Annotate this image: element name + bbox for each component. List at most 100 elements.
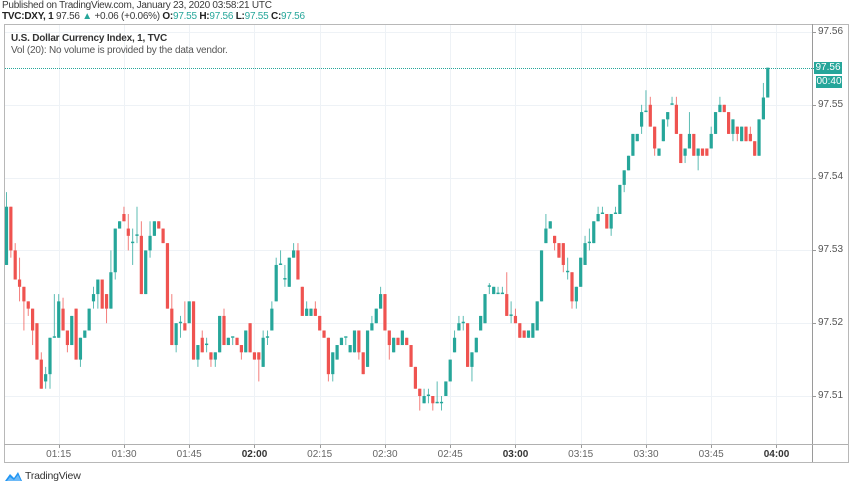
candle-up[interactable] [622,170,626,193]
candle-down[interactable] [222,308,226,346]
candle-down[interactable] [191,301,196,360]
candle-down[interactable] [692,133,696,156]
candle-up[interactable] [144,250,148,295]
candle-up[interactable] [448,359,452,382]
candle-up[interactable] [444,381,448,396]
candle-up[interactable] [731,119,735,142]
candle-up[interactable] [57,294,61,338]
candle-up[interactable] [287,257,291,287]
candle-down[interactable] [122,206,126,222]
candle-up[interactable] [531,323,535,338]
candle-down[interactable] [296,243,300,280]
candle-down[interactable] [561,243,565,273]
candle-up[interactable] [278,250,283,265]
candle-up[interactable] [657,148,661,156]
candle-up[interactable] [274,257,278,302]
candle-down[interactable] [22,286,26,331]
candle-up[interactable] [352,330,357,353]
candle-down[interactable] [387,330,391,360]
candle-down[interactable] [300,286,304,316]
candle-up[interactable] [370,315,374,331]
candle-down[interactable] [35,323,39,360]
candle-down[interactable] [744,126,748,142]
candle-up[interactable] [496,286,500,295]
candle-up[interactable] [492,286,496,295]
candle-up[interactable] [579,257,583,287]
candle-up[interactable] [174,323,178,353]
candle-down[interactable] [65,330,69,353]
candle-down[interactable] [383,294,387,331]
candle-down[interactable] [705,148,709,156]
candle-down[interactable] [126,214,130,251]
candle-down[interactable] [74,308,78,360]
candle-down[interactable] [570,272,574,309]
candle-up[interactable] [348,345,352,353]
candle-up[interactable] [600,206,605,214]
candle-down[interactable] [735,126,739,142]
candle-down[interactable] [161,228,165,244]
candle-down[interactable] [505,272,509,316]
candle-up[interactable] [205,337,209,353]
candle-up[interactable] [609,214,613,236]
candle-up[interactable] [309,308,313,316]
candle-down[interactable] [39,352,43,389]
candle-down[interactable] [727,112,731,134]
candle-up[interactable] [218,315,222,353]
candle-down[interactable] [170,294,174,346]
candle-down[interactable] [9,206,13,258]
candle-down[interactable] [61,297,65,331]
candle-up[interactable] [44,366,48,389]
candle-up[interactable] [135,206,139,244]
candle-up[interactable] [244,330,248,353]
candle-up[interactable] [113,228,117,280]
candle-down[interactable] [653,126,657,156]
candle-up[interactable] [196,345,200,367]
candle-down[interactable] [700,148,705,156]
candle-up[interactable] [261,330,265,367]
candle-down[interactable] [13,243,17,280]
candle-up[interactable] [713,112,718,134]
candle-up[interactable] [766,67,770,98]
candle-down[interactable] [431,396,435,411]
candle-down[interactable] [418,388,422,411]
candle-up[interactable] [457,315,461,331]
candle-down[interactable] [31,308,35,346]
candle-down[interactable] [513,308,518,324]
candle-down[interactable] [209,352,213,367]
candle-up[interactable] [178,315,183,338]
candle-up[interactable] [344,336,348,346]
candle-down[interactable] [200,330,204,353]
candle-down[interactable] [605,214,609,229]
candle-up[interactable] [470,352,474,382]
candle-up[interactable] [305,301,309,316]
candle-up[interactable] [661,119,665,142]
candle-up[interactable] [439,396,444,411]
candle-up[interactable] [379,286,383,309]
candle-down[interactable] [239,345,243,360]
candle-up[interactable] [635,133,639,142]
candle-down[interactable] [322,330,326,338]
candle-up[interactable] [426,388,431,404]
candle-up[interactable] [109,250,113,309]
candle-up[interactable] [740,126,744,142]
candle-down[interactable] [409,345,413,367]
candle-down[interactable] [26,301,30,316]
candle-down[interactable] [518,323,522,338]
candle-down[interactable] [165,243,170,309]
candle-up[interactable] [670,96,674,105]
candle-up[interactable] [265,330,270,346]
candle-up[interactable] [535,301,539,331]
candle-down[interactable] [557,243,561,258]
candle-up[interactable] [474,337,478,353]
candle-down[interactable] [396,337,400,346]
candle-up[interactable] [226,337,230,346]
candle-up[interactable] [487,283,491,295]
candle-up[interactable] [96,279,100,309]
candle-up[interactable] [283,264,287,287]
candle-up[interactable] [631,133,635,156]
candle-down[interactable] [674,96,678,134]
candle-down[interactable] [748,126,752,142]
candle-up[interactable] [500,286,504,295]
candle-down[interactable] [405,337,409,346]
